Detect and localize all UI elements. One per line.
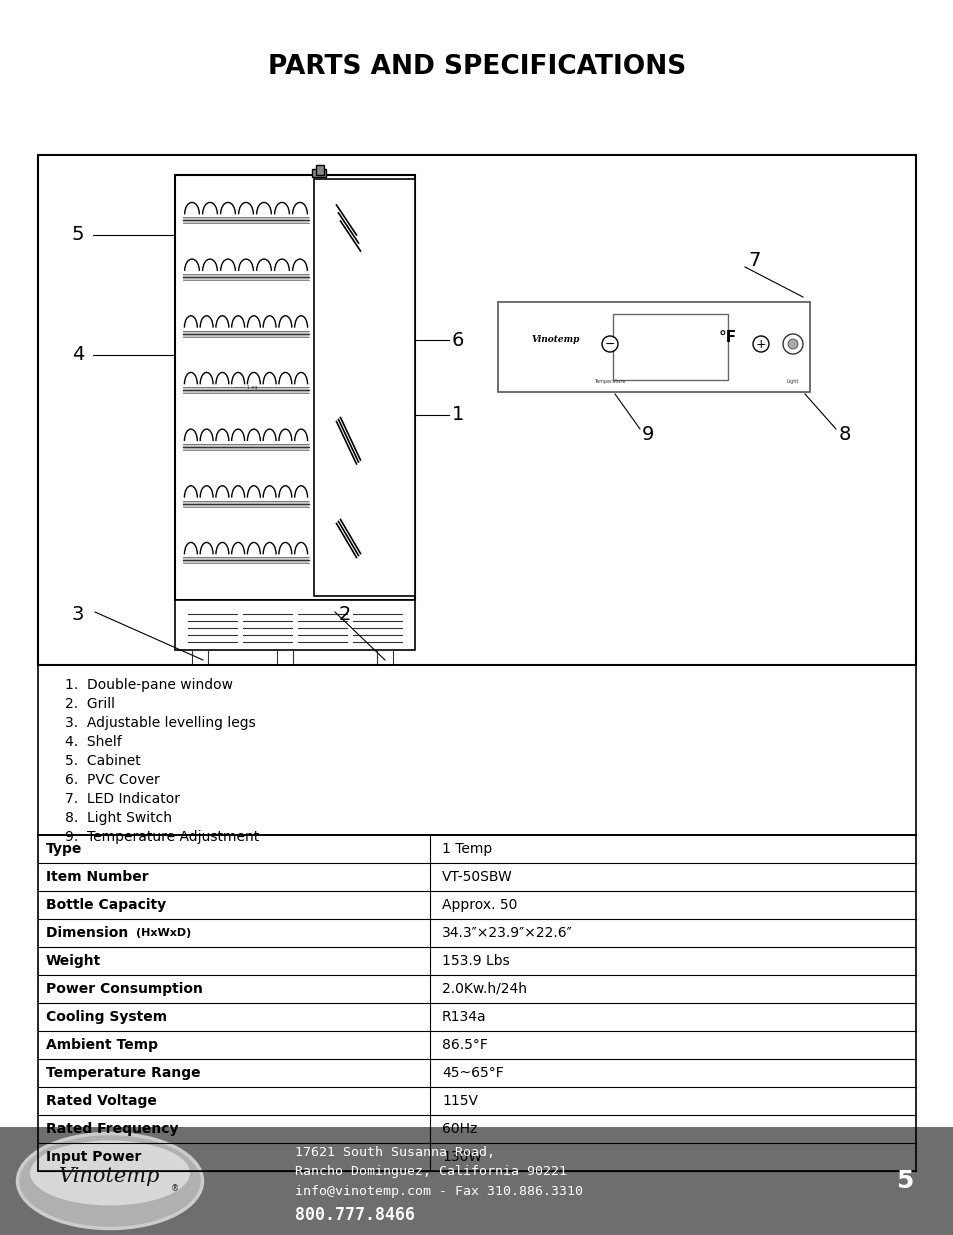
Text: 86.5°F: 86.5°F (441, 1037, 487, 1052)
Text: 800.777.8466: 800.777.8466 (294, 1207, 415, 1224)
Text: 9.  Temperature Adjustment: 9. Temperature Adjustment (65, 830, 259, 844)
Text: 3.  Adjustable levelling legs: 3. Adjustable levelling legs (65, 716, 255, 730)
Text: Rancho Dominguez, California 90221: Rancho Dominguez, California 90221 (294, 1166, 566, 1178)
Bar (38, 664, 915, 835)
Bar (183, 445, 309, 450)
Text: 1.  Double-pane window: 1. Double-pane window (65, 678, 233, 692)
Bar (183, 217, 309, 224)
Text: 45~65°F: 45~65°F (441, 1066, 503, 1079)
Bar (183, 557, 309, 563)
Bar (183, 500, 309, 506)
Bar (312, 169, 326, 177)
Text: 6: 6 (452, 331, 464, 350)
Text: (HxWxD): (HxWxD) (136, 927, 191, 939)
Text: 8: 8 (838, 426, 850, 445)
Text: Temperature: Temperature (594, 379, 625, 384)
Text: Rated Frequency: Rated Frequency (46, 1123, 178, 1136)
Text: 3: 3 (71, 605, 84, 625)
Circle shape (752, 336, 768, 352)
Text: 2: 2 (338, 605, 351, 625)
Ellipse shape (17, 1134, 202, 1229)
Text: Bottle Capacity: Bottle Capacity (46, 898, 166, 911)
Text: Vinotemp: Vinotemp (531, 335, 579, 343)
Text: 5.  Cabinet: 5. Cabinet (65, 755, 141, 768)
Bar (276, 650, 293, 664)
Text: 34.3″×23.9″×22.6″: 34.3″×23.9″×22.6″ (441, 926, 572, 940)
Text: Light: Light (786, 379, 799, 384)
Text: 17621 South Susanna Road,: 17621 South Susanna Road, (294, 1146, 495, 1160)
Bar (192, 650, 208, 664)
Text: 9: 9 (641, 426, 654, 445)
Text: 130W: 130W (441, 1150, 481, 1165)
Text: Cooling System: Cooling System (46, 1010, 167, 1024)
Text: 60Hz: 60Hz (441, 1123, 476, 1136)
Text: PARTS AND SPECIFICATIONS: PARTS AND SPECIFICATIONS (268, 54, 685, 80)
Bar (174, 600, 415, 650)
Ellipse shape (30, 1140, 190, 1205)
Text: Vinotemp: Vinotemp (59, 1167, 160, 1187)
Text: −: − (604, 337, 615, 351)
Circle shape (787, 338, 797, 350)
Text: info@vinotemp.com - Fax 310.886.3310: info@vinotemp.com - Fax 310.886.3310 (294, 1184, 582, 1198)
Text: 1 Temp: 1 Temp (441, 842, 492, 856)
Bar (314, 179, 415, 597)
Text: Temperature Range: Temperature Range (46, 1066, 200, 1079)
Bar (174, 175, 415, 600)
Text: Rated Voltage: Rated Voltage (46, 1094, 156, 1108)
Text: — — 1 eq: — — 1 eq (234, 385, 257, 390)
Text: 7: 7 (748, 251, 760, 269)
Text: 1: 1 (452, 405, 464, 425)
Text: 7.  LED Indicator: 7. LED Indicator (65, 792, 180, 806)
Text: 2.0Kw.h/24h: 2.0Kw.h/24h (441, 982, 526, 995)
Text: 5: 5 (71, 226, 84, 245)
Text: 8.  Light Switch: 8. Light Switch (65, 811, 172, 825)
Text: °F: °F (719, 330, 737, 345)
Bar (0, 1128, 953, 1235)
Text: 6.  PVC Cover: 6. PVC Cover (65, 773, 159, 787)
Bar (183, 331, 309, 337)
Text: Dimension: Dimension (46, 926, 133, 940)
Bar (315, 165, 324, 175)
Text: 4: 4 (71, 346, 84, 364)
Circle shape (782, 333, 802, 354)
Bar (183, 388, 309, 393)
Bar (497, 303, 809, 391)
Text: Power Consumption: Power Consumption (46, 982, 203, 995)
Text: Type: Type (46, 842, 82, 856)
Text: +: + (755, 337, 765, 351)
Text: Weight: Weight (46, 953, 101, 968)
Text: R134a: R134a (441, 1010, 486, 1024)
Text: Approx. 50: Approx. 50 (441, 898, 517, 911)
Text: 2.  Grill: 2. Grill (65, 697, 115, 711)
Bar (38, 156, 915, 664)
Bar (183, 274, 309, 280)
Bar (376, 650, 393, 664)
Text: ®: ® (171, 1184, 179, 1193)
Text: Item Number: Item Number (46, 869, 149, 884)
Text: VT-50SBW: VT-50SBW (441, 869, 512, 884)
Text: 5: 5 (896, 1170, 913, 1193)
Text: 4.  Shelf: 4. Shelf (65, 735, 122, 748)
Text: Ambient Temp: Ambient Temp (46, 1037, 158, 1052)
Text: 153.9 Lbs: 153.9 Lbs (441, 953, 509, 968)
Text: 115V: 115V (441, 1094, 477, 1108)
Circle shape (601, 336, 618, 352)
Bar (613, 314, 727, 380)
Text: Input Power: Input Power (46, 1150, 141, 1165)
